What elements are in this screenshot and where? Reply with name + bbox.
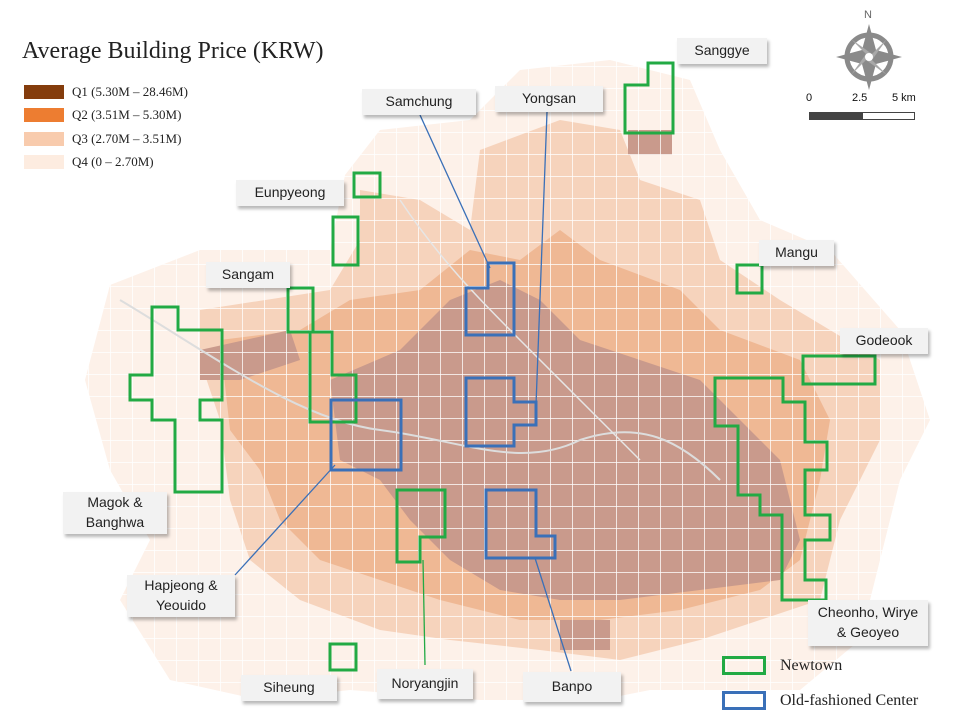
- map-title: Average Building Price (KRW): [22, 38, 324, 64]
- key-newtown-label: Newtown: [780, 656, 843, 674]
- river-line: [119, 299, 721, 481]
- label-magok-banghwa: Magok & Banghwa: [63, 492, 167, 534]
- key-newtown-swatch: [722, 656, 766, 675]
- key-old-center: Old-fashioned Center: [722, 691, 918, 710]
- label-cheonho-wirye-geoyeo: Cheonho, Wirye & Geoyeo: [808, 600, 928, 646]
- leader-noryangjin: [422, 559, 426, 666]
- label-noryangjin: Noryangjin: [377, 669, 473, 699]
- legend-item-q1: Q1 (5.30M – 28.46M): [24, 80, 188, 104]
- scale-label-2-5: 2.5: [852, 92, 868, 104]
- newtown-outlines: [128, 61, 877, 672]
- newtown-godeook: [801, 354, 877, 386]
- label-siheung: Siheung: [241, 675, 337, 701]
- legend-label-q3: Q3 (2.70M – 3.51M): [72, 130, 182, 146]
- newtown-siheung: [328, 642, 358, 672]
- scale-label-0: 0: [806, 92, 813, 104]
- label-hapjeong-yeouido: Hapjeong & Yeouido: [127, 575, 235, 617]
- leader-banpo: [534, 557, 572, 672]
- label-godeook: Godeook: [840, 328, 928, 354]
- label-yongsan: Yongsan: [495, 86, 603, 112]
- legend-swatch-q3: [24, 131, 64, 146]
- leader-lines: [234, 111, 572, 672]
- label-eunpyeong: Eunpyeong: [236, 180, 344, 206]
- legend-label-q4: Q4 (0 – 2.70M): [72, 154, 154, 170]
- leader-samchung: [419, 114, 491, 269]
- newtown-magok: [128, 305, 224, 494]
- center-hapjeong: [329, 398, 403, 472]
- legend-item-q3: Q3 (2.70M – 3.51M): [24, 127, 188, 151]
- legend-label-q1: Q1 (5.30M – 28.46M): [72, 83, 188, 99]
- label-sangam: Sangam: [206, 262, 290, 288]
- road-line: [399, 199, 641, 461]
- legend-item-q2: Q2 (3.51M – 5.30M): [24, 104, 188, 128]
- newtown-mangu: [735, 263, 764, 295]
- scale-label-5km: 5 km: [892, 92, 916, 104]
- legend-swatch-q4: [24, 155, 64, 170]
- key-old-center-label: Old-fashioned Center: [780, 691, 919, 709]
- scale-bar: 0 2.5 5 km: [806, 92, 918, 128]
- legend-label-q2: Q2 (3.51M – 5.30M): [72, 107, 182, 123]
- label-sanggye: Sanggye: [677, 38, 767, 64]
- legend-swatch-q2: [24, 108, 64, 123]
- newtown-eunpyeong: [331, 215, 360, 267]
- key-newtown: Newtown: [722, 656, 842, 675]
- leader-hapjeong: [234, 464, 336, 576]
- label-samchung: Samchung: [362, 89, 476, 115]
- scale-segment-dark: [809, 112, 863, 120]
- compass-north-label: N: [864, 9, 872, 21]
- compass-rose-icon: [836, 24, 902, 90]
- center-yongsan: [464, 376, 538, 448]
- scale-segment-light: [862, 112, 915, 120]
- label-banpo: Banpo: [523, 672, 621, 702]
- legend-swatch-q1: [24, 84, 64, 99]
- center-banpo: [484, 488, 557, 560]
- key-old-center-swatch: [722, 691, 766, 710]
- price-legend: Q1 (5.30M – 28.46M) Q2 (3.51M – 5.30M) Q…: [24, 80, 188, 174]
- newtown-sangam: [286, 286, 358, 424]
- legend-item-q4: Q4 (0 – 2.70M): [24, 151, 188, 175]
- old-center-outlines: [329, 261, 557, 560]
- label-mangu: Mangu: [759, 240, 834, 266]
- newtown-eunpyeong-north: [352, 171, 382, 199]
- newtown-sanggye: [623, 61, 675, 135]
- newtown-noryangjin: [395, 488, 447, 564]
- center-samchung: [464, 261, 516, 337]
- newtown-cheonho: [713, 376, 832, 602]
- leader-yongsan: [535, 111, 548, 406]
